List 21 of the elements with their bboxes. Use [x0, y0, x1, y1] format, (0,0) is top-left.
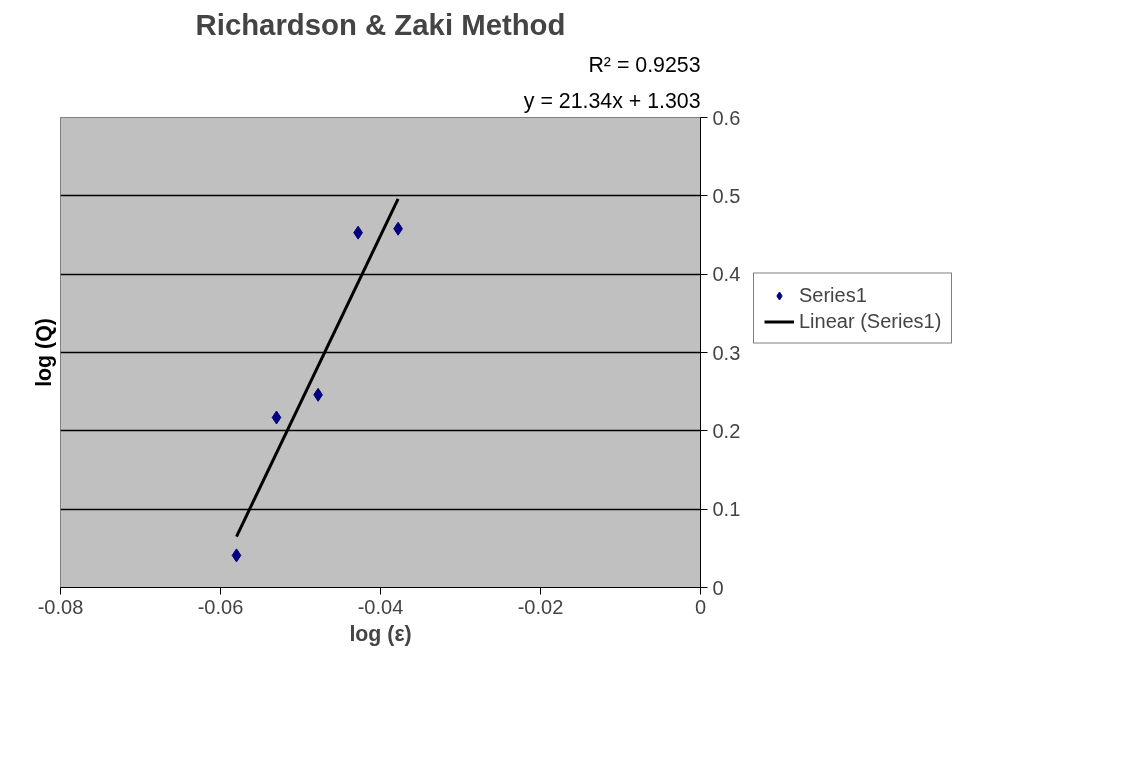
- x-tick-label: -0.08: [37, 595, 84, 618]
- x-tick-label: -0.06: [197, 595, 244, 618]
- point: [231, 548, 242, 563]
- chart-title: Richardson & Zaki Method: [195, 7, 566, 41]
- y-tick-label: 0.6: [712, 106, 741, 129]
- point: [271, 410, 282, 425]
- legend-label: Series1: [799, 283, 867, 307]
- x-tick-label: -0.04: [357, 595, 404, 618]
- text: R² = 0.9253: [588, 52, 701, 77]
- y-tick-label: 0.5: [712, 184, 741, 207]
- legend-label: Linear (Series1): [799, 309, 942, 333]
- y-tick-label: 0.1: [712, 498, 741, 521]
- y-tick-label: 0.4: [712, 263, 741, 286]
- y-tick-label: 0: [712, 576, 724, 599]
- y-axis-title: log (Q): [31, 318, 56, 387]
- x-tick-label: -0.02: [517, 595, 564, 618]
- y-tick-label: 0.2: [712, 419, 741, 442]
- x-axis-title: log (ε): [349, 621, 412, 646]
- x-tick-label: 0: [694, 595, 707, 618]
- y-tick-label: 0.3: [712, 341, 741, 364]
- text: y = 21.34x + 1.303: [523, 88, 701, 113]
